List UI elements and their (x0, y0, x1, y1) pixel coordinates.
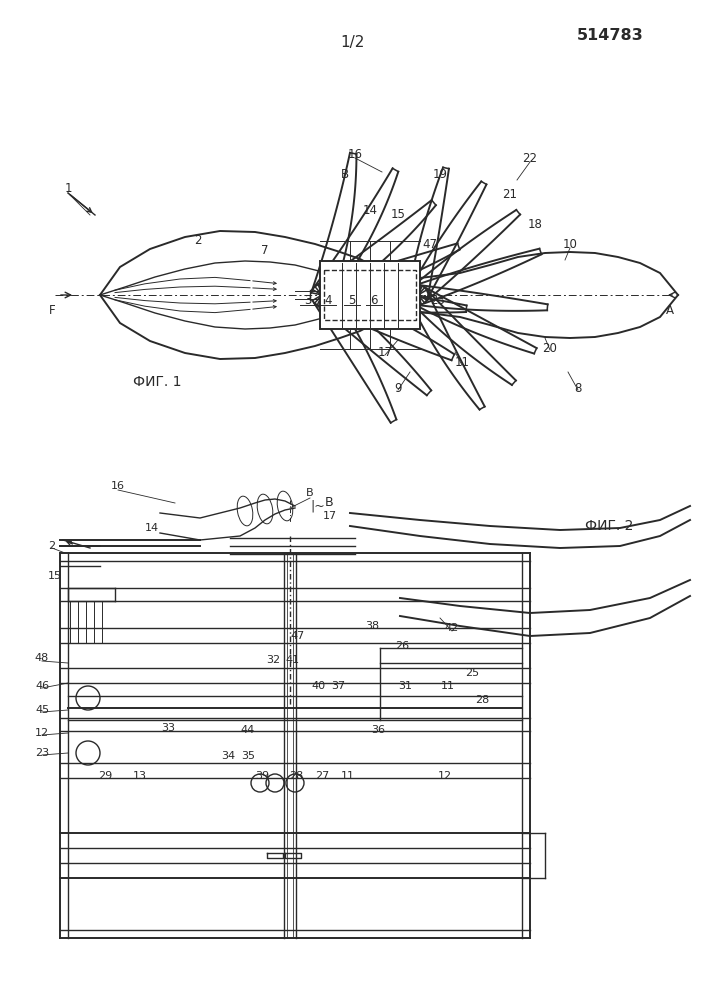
Text: B: B (306, 488, 313, 498)
Text: 7: 7 (261, 244, 269, 257)
Text: 23: 23 (35, 748, 49, 758)
Text: 12: 12 (35, 728, 49, 738)
Text: 37: 37 (331, 681, 345, 691)
Text: 10: 10 (563, 239, 578, 252)
Text: A: A (666, 304, 674, 317)
Text: 11: 11 (441, 681, 455, 691)
Text: 32: 32 (266, 655, 280, 665)
Text: 34: 34 (221, 751, 235, 761)
Text: 22: 22 (522, 152, 537, 165)
Text: 19: 19 (433, 169, 448, 182)
Text: B: B (325, 497, 334, 509)
Text: 20: 20 (543, 342, 558, 355)
Text: 38: 38 (365, 621, 379, 631)
Text: 25: 25 (465, 668, 479, 678)
Text: 16: 16 (347, 149, 362, 162)
Text: 28: 28 (475, 695, 489, 705)
Text: 41: 41 (285, 655, 299, 665)
Text: F: F (49, 304, 55, 317)
Text: 48: 48 (35, 653, 49, 663)
Text: 36: 36 (371, 725, 385, 735)
Text: 15: 15 (48, 571, 62, 581)
Text: 39: 39 (255, 771, 269, 781)
Text: 27: 27 (315, 771, 329, 781)
Text: 12: 12 (438, 771, 452, 781)
Text: 47: 47 (422, 239, 438, 252)
Text: 28: 28 (289, 771, 303, 781)
Bar (320, 261, 420, 329)
Text: 2: 2 (49, 541, 56, 551)
Text: 29: 29 (98, 771, 112, 781)
Text: 26: 26 (395, 641, 409, 651)
Text: 17: 17 (323, 511, 337, 521)
Text: 46: 46 (35, 681, 49, 691)
Text: 31: 31 (398, 681, 412, 691)
Text: 4: 4 (324, 294, 332, 307)
Text: 16: 16 (111, 481, 125, 491)
Text: 35: 35 (241, 751, 255, 761)
Text: 14: 14 (362, 204, 378, 217)
Text: 1: 1 (64, 182, 72, 195)
Text: 9: 9 (394, 382, 402, 395)
Text: 1/2: 1/2 (341, 35, 365, 50)
Text: 8: 8 (574, 382, 582, 395)
Text: 33: 33 (161, 723, 175, 733)
Text: 23: 23 (431, 294, 445, 307)
Text: ФИГ. 2: ФИГ. 2 (585, 519, 633, 533)
Text: 42: 42 (445, 623, 459, 633)
Text: 47: 47 (291, 631, 305, 641)
Text: 13: 13 (133, 771, 147, 781)
Bar (324, 270, 416, 320)
Text: 3: 3 (304, 294, 311, 307)
Text: 6: 6 (370, 294, 378, 307)
Text: 514783: 514783 (577, 28, 643, 43)
Text: |~: |~ (310, 500, 325, 512)
Text: 18: 18 (527, 219, 542, 232)
Text: 17: 17 (378, 346, 393, 359)
Text: B: B (341, 169, 349, 182)
Text: 44: 44 (241, 725, 255, 735)
Text: 11: 11 (341, 771, 355, 781)
Text: 11: 11 (455, 356, 469, 369)
Text: 45: 45 (35, 705, 49, 715)
Text: 40: 40 (311, 681, 325, 691)
Text: 15: 15 (390, 209, 405, 222)
Text: 21: 21 (503, 189, 517, 202)
Text: 2: 2 (194, 234, 202, 247)
Text: 14: 14 (145, 523, 159, 533)
Text: ФИГ. 1: ФИГ. 1 (133, 375, 181, 389)
Text: 5: 5 (348, 294, 356, 307)
